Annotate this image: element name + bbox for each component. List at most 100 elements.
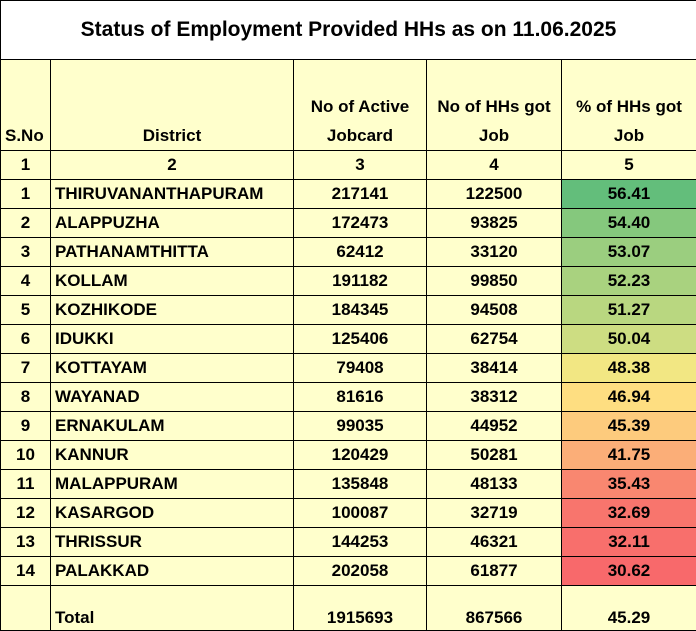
cell-hhs-got-job: 33120 xyxy=(426,237,562,267)
cell-pct-got-job: 51.27 xyxy=(561,295,696,325)
cell-pct-got-job: 54.40 xyxy=(561,208,696,238)
cell-district: KOTTAYAM xyxy=(50,353,294,383)
cell-pct-got-job: 32.69 xyxy=(561,498,696,528)
table-row: 4 KOLLAM 191182 99850 52.23 xyxy=(0,266,696,296)
cell-sno: 3 xyxy=(0,237,51,267)
cell-total-hhs-got-job: 867566 xyxy=(426,585,562,631)
cell-pct-got-job: 46.94 xyxy=(561,382,696,412)
cell-pct-got-job: 52.23 xyxy=(561,266,696,296)
cell-active-jobcard: 202058 xyxy=(293,556,427,586)
cell-district: WAYANAD xyxy=(50,382,294,412)
header-sno: S.No xyxy=(0,59,51,151)
cell-pct-got-job: 35.43 xyxy=(561,469,696,499)
column-number: 5 xyxy=(561,150,696,180)
cell-active-jobcard: 217141 xyxy=(293,179,427,209)
cell-active-jobcard: 62412 xyxy=(293,237,427,267)
cell-hhs-got-job: 61877 xyxy=(426,556,562,586)
cell-pct-got-job: 41.75 xyxy=(561,440,696,470)
cell-hhs-got-job: 62754 xyxy=(426,324,562,354)
cell-active-jobcard: 99035 xyxy=(293,411,427,441)
table-row: 7 KOTTAYAM 79408 38414 48.38 xyxy=(0,353,696,383)
table-row: 12 KASARGOD 100087 32719 32.69 xyxy=(0,498,696,528)
cell-district: THIRUVANANTHAPURAM xyxy=(50,179,294,209)
cell-active-jobcard: 191182 xyxy=(293,266,427,296)
cell-district: KOZHIKODE xyxy=(50,295,294,325)
cell-district: KOLLAM xyxy=(50,266,294,296)
header-district: District xyxy=(50,59,294,151)
cell-district: MALAPPURAM xyxy=(50,469,294,499)
table-row: 14 PALAKKAD 202058 61877 30.62 xyxy=(0,556,696,586)
cell-pct-got-job: 32.11 xyxy=(561,527,696,557)
table-row: 10 KANNUR 120429 50281 41.75 xyxy=(0,440,696,470)
cell-sno: 1 xyxy=(0,179,51,209)
table-row: 6 IDUKKI 125406 62754 50.04 xyxy=(0,324,696,354)
cell-sno: 6 xyxy=(0,324,51,354)
header-active-jobcard: No of Active Jobcard xyxy=(293,59,427,151)
table-row: 1 THIRUVANANTHAPURAM 217141 122500 56.41 xyxy=(0,179,696,209)
cell-pct-got-job: 53.07 xyxy=(561,237,696,267)
total-row: Total 1915693 867566 45.29 xyxy=(0,585,696,631)
cell-active-jobcard: 79408 xyxy=(293,353,427,383)
cell-total-blank xyxy=(0,585,51,631)
cell-hhs-got-job: 46321 xyxy=(426,527,562,557)
cell-active-jobcard: 125406 xyxy=(293,324,427,354)
cell-hhs-got-job: 93825 xyxy=(426,208,562,238)
cell-hhs-got-job: 32719 xyxy=(426,498,562,528)
cell-total-pct-got-job: 45.29 xyxy=(561,585,696,631)
cell-active-jobcard: 120429 xyxy=(293,440,427,470)
cell-district: THRISSUR xyxy=(50,527,294,557)
cell-hhs-got-job: 122500 xyxy=(426,179,562,209)
cell-active-jobcard: 172473 xyxy=(293,208,427,238)
cell-pct-got-job: 45.39 xyxy=(561,411,696,441)
cell-district: KASARGOD xyxy=(50,498,294,528)
table-row: 3 PATHANAMTHITTA 62412 33120 53.07 xyxy=(0,237,696,267)
cell-district: IDUKKI xyxy=(50,324,294,354)
cell-hhs-got-job: 94508 xyxy=(426,295,562,325)
cell-district: KANNUR xyxy=(50,440,294,470)
cell-sno: 7 xyxy=(0,353,51,383)
cell-sno: 13 xyxy=(0,527,51,557)
cell-hhs-got-job: 38414 xyxy=(426,353,562,383)
table-title: Status of Employment Provided HHs as on … xyxy=(0,0,696,60)
column-number-row: 1 2 3 4 5 xyxy=(0,150,696,180)
table-row: 8 WAYANAD 81616 38312 46.94 xyxy=(0,382,696,412)
header-pct-got-job: % of HHs got Job xyxy=(561,59,696,151)
cell-sno: 12 xyxy=(0,498,51,528)
table-row: 11 MALAPPURAM 135848 48133 35.43 xyxy=(0,469,696,499)
table-row: 5 KOZHIKODE 184345 94508 51.27 xyxy=(0,295,696,325)
cell-district: PALAKKAD xyxy=(50,556,294,586)
cell-active-jobcard: 81616 xyxy=(293,382,427,412)
cell-pct-got-job: 48.38 xyxy=(561,353,696,383)
table-row: 9 ERNAKULAM 99035 44952 45.39 xyxy=(0,411,696,441)
cell-sno: 10 xyxy=(0,440,51,470)
cell-sno: 5 xyxy=(0,295,51,325)
title-row: Status of Employment Provided HHs as on … xyxy=(0,0,696,60)
table-row: 13 THRISSUR 144253 46321 32.11 xyxy=(0,527,696,557)
cell-sno: 4 xyxy=(0,266,51,296)
cell-sno: 11 xyxy=(0,469,51,499)
header-row: S.No District No of Active Jobcard No of… xyxy=(0,59,696,151)
cell-district: ERNAKULAM xyxy=(50,411,294,441)
cell-total-label: Total xyxy=(50,585,294,631)
cell-sno: 2 xyxy=(0,208,51,238)
cell-pct-got-job: 30.62 xyxy=(561,556,696,586)
column-number: 2 xyxy=(50,150,294,180)
table-row: 2 ALAPPUZHA 172473 93825 54.40 xyxy=(0,208,696,238)
cell-pct-got-job: 50.04 xyxy=(561,324,696,354)
cell-hhs-got-job: 50281 xyxy=(426,440,562,470)
cell-hhs-got-job: 38312 xyxy=(426,382,562,412)
cell-sno: 14 xyxy=(0,556,51,586)
cell-hhs-got-job: 44952 xyxy=(426,411,562,441)
cell-district: PATHANAMTHITTA xyxy=(50,237,294,267)
cell-sno: 8 xyxy=(0,382,51,412)
column-number: 4 xyxy=(426,150,562,180)
column-number: 3 xyxy=(293,150,427,180)
cell-active-jobcard: 144253 xyxy=(293,527,427,557)
cell-total-active-jobcard: 1915693 xyxy=(293,585,427,631)
cell-hhs-got-job: 48133 xyxy=(426,469,562,499)
cell-active-jobcard: 184345 xyxy=(293,295,427,325)
cell-active-jobcard: 100087 xyxy=(293,498,427,528)
header-hhs-got-job: No of HHs got Job xyxy=(426,59,562,151)
cell-pct-got-job: 56.41 xyxy=(561,179,696,209)
